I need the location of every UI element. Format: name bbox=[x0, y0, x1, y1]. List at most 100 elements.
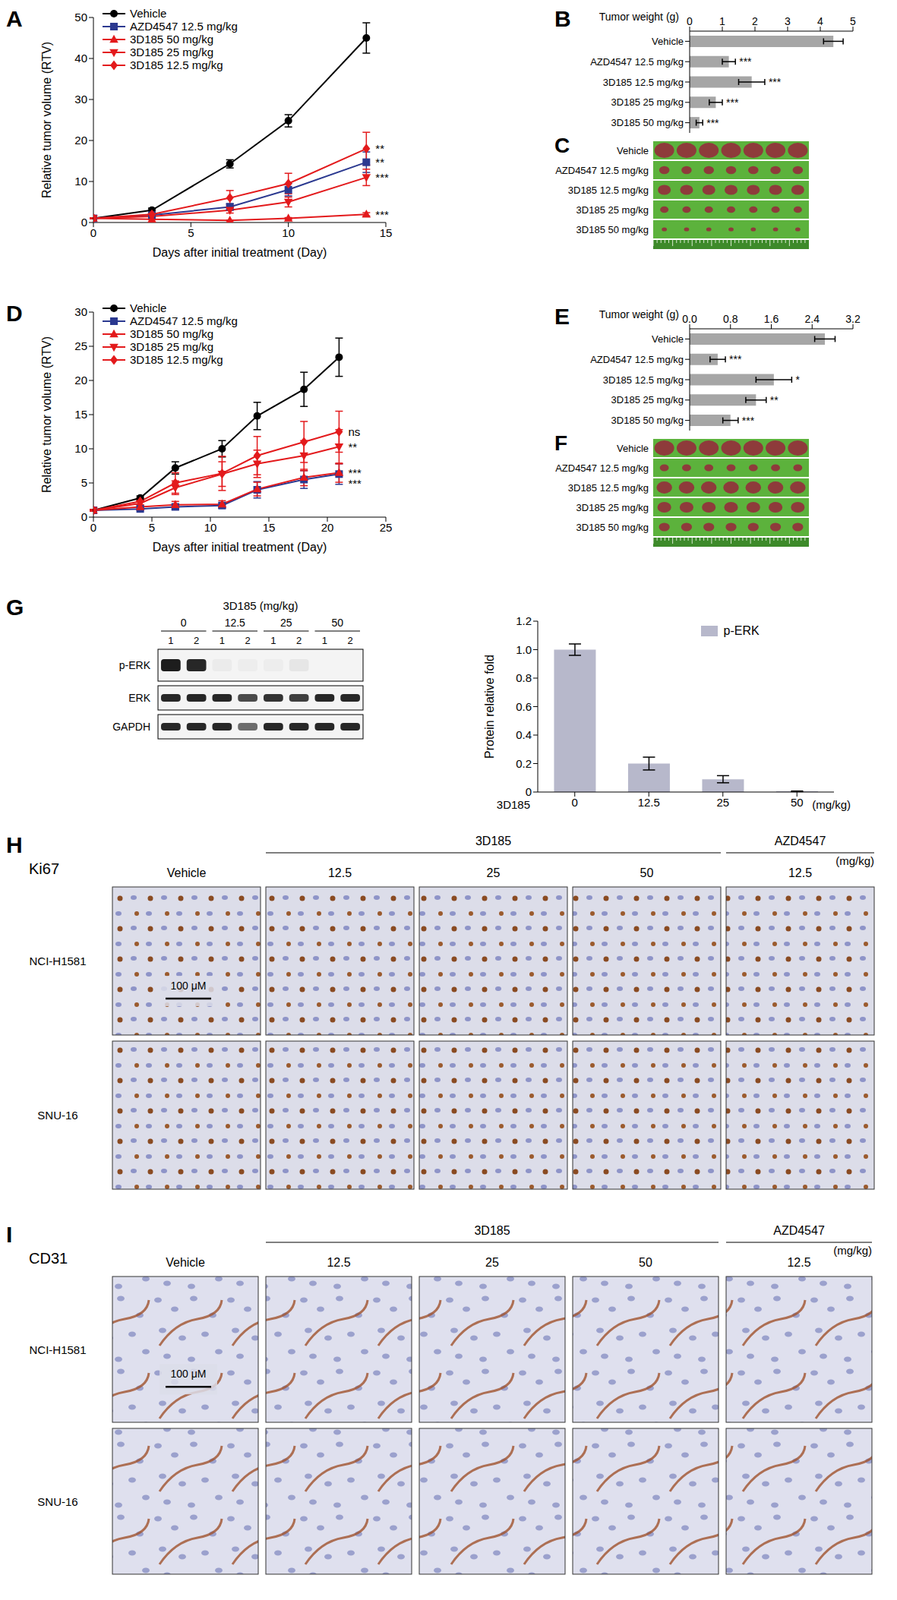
svg-text:15: 15 bbox=[379, 226, 393, 240]
svg-text:0.6: 0.6 bbox=[515, 700, 532, 714]
svg-text:2: 2 bbox=[193, 634, 199, 647]
svg-text:1.6: 1.6 bbox=[764, 312, 780, 326]
svg-text:0.4: 0.4 bbox=[515, 728, 532, 742]
svg-text:Ki67: Ki67 bbox=[28, 860, 60, 878]
svg-text:Relative tumor volume (RTV): Relative tumor volume (RTV) bbox=[40, 336, 54, 493]
svg-text:12.5: 12.5 bbox=[326, 1256, 351, 1270]
svg-text:H: H bbox=[6, 832, 23, 858]
svg-text:50: 50 bbox=[74, 10, 88, 24]
svg-text:Vehicle: Vehicle bbox=[651, 35, 684, 48]
svg-text:3D185 12.5 mg/kg: 3D185 12.5 mg/kg bbox=[603, 374, 684, 386]
svg-text:1: 1 bbox=[219, 634, 225, 647]
svg-text:3D185 25 mg/kg: 3D185 25 mg/kg bbox=[611, 394, 684, 406]
svg-text:3D185 50 mg/kg: 3D185 50 mg/kg bbox=[611, 116, 684, 129]
svg-text:50: 50 bbox=[638, 1256, 653, 1270]
svg-text:25: 25 bbox=[74, 339, 88, 353]
svg-text:100 μM: 100 μM bbox=[170, 1367, 207, 1381]
svg-text:25: 25 bbox=[379, 521, 393, 534]
svg-text:2: 2 bbox=[245, 634, 251, 647]
svg-text:5: 5 bbox=[81, 476, 88, 490]
svg-text:Vehicle: Vehicle bbox=[165, 1256, 206, 1270]
svg-text:Days after initial treatment (: Days after initial treatment (Day) bbox=[152, 540, 327, 554]
svg-text:5: 5 bbox=[187, 226, 194, 240]
svg-text:Protein relative fold: Protein relative fold bbox=[483, 654, 496, 759]
svg-text:0: 0 bbox=[525, 785, 532, 799]
svg-text:3D185: 3D185 bbox=[473, 1224, 510, 1238]
svg-text:***: *** bbox=[375, 170, 389, 184]
svg-text:0: 0 bbox=[571, 795, 578, 809]
svg-text:25: 25 bbox=[716, 795, 730, 809]
svg-text:***: *** bbox=[739, 55, 752, 68]
svg-text:AZD4547 12.5 mg/kg: AZD4547 12.5 mg/kg bbox=[590, 353, 684, 366]
svg-text:ERK: ERK bbox=[128, 691, 151, 705]
svg-text:GAPDH: GAPDH bbox=[112, 720, 151, 733]
svg-text:Vehicle: Vehicle bbox=[651, 333, 684, 345]
svg-text:20: 20 bbox=[74, 373, 88, 387]
svg-text:5: 5 bbox=[849, 15, 856, 28]
svg-text:10: 10 bbox=[281, 226, 295, 240]
svg-text:CD31: CD31 bbox=[28, 1250, 68, 1267]
svg-text:AZD4547: AZD4547 bbox=[774, 834, 827, 848]
svg-text:3: 3 bbox=[784, 15, 791, 28]
svg-text:3D185 (mg/kg): 3D185 (mg/kg) bbox=[222, 599, 298, 613]
svg-text:NCI-H1581: NCI-H1581 bbox=[28, 1343, 86, 1357]
svg-text:25: 25 bbox=[280, 616, 293, 629]
svg-text:ns: ns bbox=[347, 425, 361, 439]
svg-text:20: 20 bbox=[74, 133, 88, 147]
svg-text:2: 2 bbox=[296, 634, 302, 647]
svg-text:Relative tumor volume (RTV): Relative tumor volume (RTV) bbox=[40, 41, 54, 199]
svg-text:12.5: 12.5 bbox=[328, 866, 352, 880]
svg-text:1: 1 bbox=[270, 634, 276, 647]
svg-text:3.2: 3.2 bbox=[845, 312, 861, 326]
svg-text:0: 0 bbox=[90, 226, 97, 240]
svg-text:***: *** bbox=[726, 96, 740, 109]
svg-text:50: 50 bbox=[331, 616, 344, 629]
svg-text:2.4: 2.4 bbox=[805, 312, 821, 326]
svg-text:3D185 12.5 mg/kg: 3D185 12.5 mg/kg bbox=[603, 76, 684, 89]
svg-text:Days after initial treatment (: Days after initial treatment (Day) bbox=[152, 246, 327, 259]
svg-text:***: *** bbox=[742, 414, 755, 427]
svg-text:1.2: 1.2 bbox=[515, 614, 532, 628]
svg-text:**: ** bbox=[375, 155, 385, 169]
svg-text:0.2: 0.2 bbox=[515, 757, 532, 771]
svg-text:10: 10 bbox=[74, 174, 88, 188]
svg-text:0.0: 0.0 bbox=[682, 312, 698, 326]
svg-text:15: 15 bbox=[74, 407, 88, 421]
svg-text:p-ERK: p-ERK bbox=[119, 659, 152, 672]
svg-text:50: 50 bbox=[790, 795, 804, 809]
svg-text:NCI-H1581: NCI-H1581 bbox=[28, 954, 86, 968]
svg-text:AZD4547: AZD4547 bbox=[773, 1224, 825, 1238]
svg-text:***: *** bbox=[347, 476, 362, 490]
svg-text:***: *** bbox=[706, 116, 720, 130]
svg-text:30: 30 bbox=[74, 305, 88, 319]
svg-text:25: 25 bbox=[485, 1256, 500, 1270]
svg-text:***: *** bbox=[768, 75, 782, 89]
svg-text:10: 10 bbox=[204, 521, 218, 534]
svg-text:3D185 25 mg/kg: 3D185 25 mg/kg bbox=[611, 96, 684, 108]
svg-text:1.0: 1.0 bbox=[515, 643, 532, 657]
svg-text:12.5: 12.5 bbox=[638, 795, 661, 809]
svg-text:4: 4 bbox=[817, 15, 824, 28]
svg-text:3D185: 3D185 bbox=[475, 834, 512, 848]
svg-text:Vehicle: Vehicle bbox=[167, 866, 207, 880]
svg-text:**: ** bbox=[770, 394, 779, 407]
svg-text:2: 2 bbox=[751, 15, 759, 28]
svg-text:1: 1 bbox=[322, 634, 328, 647]
svg-text:***: *** bbox=[375, 208, 389, 222]
svg-text:*: * bbox=[795, 373, 800, 386]
svg-text:1: 1 bbox=[167, 634, 174, 647]
svg-text:2: 2 bbox=[347, 634, 354, 647]
svg-text:12.5: 12.5 bbox=[786, 1256, 811, 1270]
svg-text:40: 40 bbox=[74, 51, 88, 65]
svg-text:AZD4547 12.5 mg/kg: AZD4547 12.5 mg/kg bbox=[590, 56, 684, 68]
svg-text:0.8: 0.8 bbox=[723, 312, 739, 326]
svg-text:0: 0 bbox=[180, 616, 187, 629]
svg-text:(mg/kg): (mg/kg) bbox=[835, 854, 875, 868]
svg-text:I: I bbox=[6, 1222, 13, 1248]
svg-text:0: 0 bbox=[81, 215, 88, 229]
svg-text:25: 25 bbox=[486, 866, 501, 880]
svg-text:10: 10 bbox=[74, 442, 88, 455]
svg-text:(mg/kg): (mg/kg) bbox=[833, 1244, 872, 1258]
svg-text:SNU-16: SNU-16 bbox=[37, 1495, 78, 1509]
svg-text:0: 0 bbox=[90, 521, 97, 534]
